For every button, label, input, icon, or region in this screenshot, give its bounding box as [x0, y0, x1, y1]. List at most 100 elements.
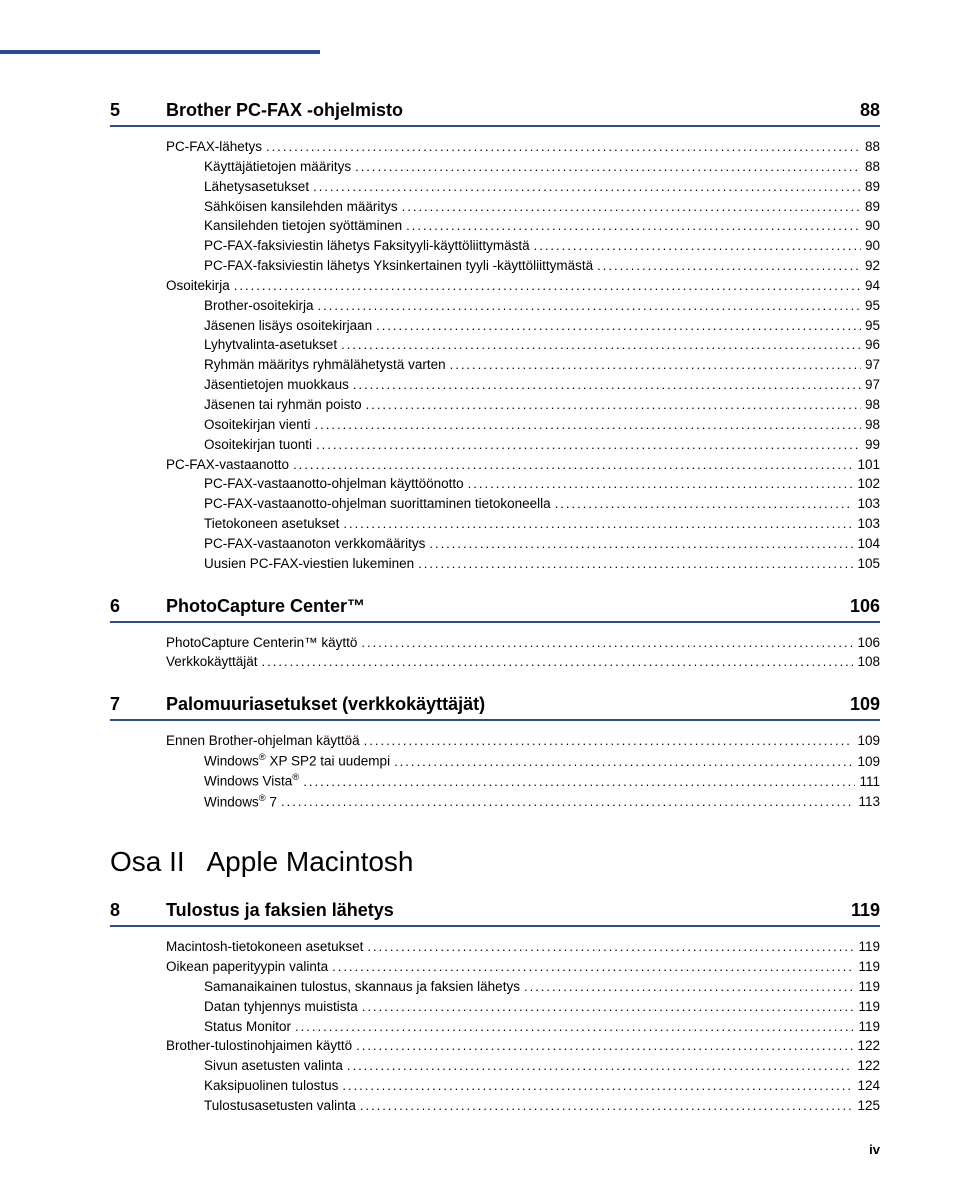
toc-entry[interactable]: Brother-tulostinohjaimen käyttö122	[110, 1036, 880, 1056]
toc-entry[interactable]: PC-FAX-faksiviestin lähetys Faksityyli-k…	[110, 236, 880, 256]
toc-entry-page: 97	[865, 355, 880, 375]
toc-leader	[597, 256, 861, 276]
toc-leader	[234, 276, 861, 296]
toc-entry-text: Datan tyhjennys muistista	[204, 997, 358, 1017]
toc-entry[interactable]: PC-FAX-vastaanotto-ohjelman käyttöönotto…	[110, 474, 880, 494]
header-accent-bar	[0, 50, 320, 54]
toc-entry[interactable]: Sähköisen kansilehden määritys 89	[110, 197, 880, 217]
toc-entry-text: Jäsenen lisäys osoitekirjaan	[204, 316, 372, 336]
toc-entry-page: 88	[865, 137, 880, 157]
toc-entry[interactable]: PhotoCapture Centerin™ käyttö106	[110, 633, 880, 653]
toc-entry[interactable]: PC-FAX-faksiviestin lähetys Yksinkertain…	[110, 256, 880, 276]
toc-entry[interactable]: Tulostusasetusten valinta 125	[110, 1096, 880, 1116]
toc-entry-page: 106	[857, 633, 880, 653]
chapter-number: 6	[110, 596, 166, 617]
toc-leader	[555, 494, 854, 514]
toc-entry[interactable]: Jäsenen tai ryhmän poisto98	[110, 395, 880, 415]
toc-entry[interactable]: Windows® 7113	[110, 792, 880, 812]
toc-entry[interactable]: Käyttäjätietojen määritys88	[110, 157, 880, 177]
toc-entry-page: 119	[858, 977, 880, 997]
toc-entry-page: 92	[865, 256, 880, 276]
toc-leader	[355, 157, 861, 177]
part-title: Apple Macintosh	[207, 846, 414, 877]
toc-entry-text: Käyttäjätietojen määritys	[204, 157, 351, 177]
toc-entry-text: Osoitekirjan tuonti	[204, 435, 312, 455]
toc-entry-text: Jäsentietojen muokkaus	[204, 375, 349, 395]
toc-entry[interactable]: Osoitekirjan vienti98	[110, 415, 880, 435]
toc-leader	[332, 957, 854, 977]
toc-entry[interactable]: Brother-osoitekirja 95	[110, 296, 880, 316]
toc-entry-page: 125	[857, 1096, 880, 1116]
toc-entry-text: Brother-osoitekirja	[204, 296, 314, 316]
toc-entry[interactable]: Ennen Brother-ohjelman käyttöä109	[110, 731, 880, 751]
toc-entry-text: Osoitekirja	[166, 276, 230, 296]
toc-entry[interactable]: Tietokoneen asetukset103	[110, 514, 880, 534]
toc-entry-text: Windows® 7	[204, 792, 277, 812]
toc-entry-page: 119	[858, 957, 880, 977]
toc-entry-page: 109	[857, 752, 880, 772]
toc-entry[interactable]: Macintosh-tietokoneen asetukset119	[110, 937, 880, 957]
toc-entry[interactable]: PC-FAX-vastaanotto-ohjelman suorittamine…	[110, 494, 880, 514]
toc-entry[interactable]: Verkkokäyttäjät 108	[110, 652, 880, 672]
toc-entry[interactable]: Ryhmän määritys ryhmälähetystä varten97	[110, 355, 880, 375]
toc-entry[interactable]: Kansilehden tietojen syöttäminen90	[110, 216, 880, 236]
toc-entry-text: Windows® XP SP2 tai uudempi	[204, 751, 390, 771]
toc-leader	[362, 997, 855, 1017]
chapter: 5Brother PC-FAX -ohjelmisto88 PC-FAX-lähe…	[110, 100, 880, 574]
toc-entry[interactable]: PC-FAX-lähetys88	[110, 137, 880, 157]
toc-entry[interactable]: Kaksipuolinen tulostus124	[110, 1076, 880, 1096]
page-number: iv	[869, 1142, 880, 1157]
toc-entry[interactable]: Osoitekirjan tuonti99	[110, 435, 880, 455]
toc-entry[interactable]: Samanaikainen tulostus, skannaus ja faks…	[110, 977, 880, 997]
toc-entry-text: PC-FAX-vastaanotto-ohjelman suorittamine…	[204, 494, 551, 514]
toc-leader	[360, 1096, 854, 1116]
toc-entry[interactable]: Sivun asetusten valinta122	[110, 1056, 880, 1076]
toc-entry-text: Jäsenen tai ryhmän poisto	[204, 395, 362, 415]
chapter-page: 88	[860, 100, 880, 121]
toc-entry-page: 95	[865, 296, 880, 316]
chapter-heading: 6PhotoCapture Center™106	[110, 596, 880, 623]
toc-entry[interactable]: Oikean paperityypin valinta119	[110, 957, 880, 977]
toc-entry[interactable]: PC-FAX-vastaanotto101	[110, 455, 880, 475]
toc-entry-text: PC-FAX-vastaanotto	[166, 455, 289, 475]
toc-entry-text: Tulostusasetusten valinta	[204, 1096, 356, 1116]
toc-entry[interactable]: Lyhytvalinta-asetukset96	[110, 335, 880, 355]
toc-entry-page: 90	[865, 236, 880, 256]
toc-entry[interactable]: Jäsenen lisäys osoitekirjaan95	[110, 316, 880, 336]
toc-entry-text: Status Monitor	[204, 1017, 291, 1037]
toc-leader	[353, 375, 861, 395]
toc-entry[interactable]: Lähetysasetukset89	[110, 177, 880, 197]
toc-entry[interactable]: Jäsentietojen muokkaus 97	[110, 375, 880, 395]
chapter: 8Tulostus ja faksien lähetys119Macintosh…	[110, 900, 880, 1116]
chapter-title: PhotoCapture Center™	[166, 596, 850, 617]
toc-entry-text: Sähköisen kansilehden määritys	[204, 197, 398, 217]
toc-entry-page: 96	[865, 335, 880, 355]
toc-leader	[450, 355, 861, 375]
toc-entry[interactable]: Windows Vista®111	[110, 771, 880, 791]
toc-entry[interactable]: Status Monitor119	[110, 1017, 880, 1037]
toc-entry-text: Verkkokäyttäjät	[166, 652, 258, 672]
toc-leader	[262, 652, 854, 672]
toc-entry-page: 97	[865, 375, 880, 395]
toc-leader	[356, 1036, 853, 1056]
toc-leader	[295, 1017, 854, 1037]
toc-entry[interactable]: Osoitekirja94	[110, 276, 880, 296]
toc-entry[interactable]: Windows® XP SP2 tai uudempi 109	[110, 751, 880, 771]
chapter: 6PhotoCapture Center™106PhotoCapture Cen…	[110, 596, 880, 673]
toc-leader	[406, 216, 861, 236]
toc-entry[interactable]: PC-FAX-vastaanoton verkkomääritys104	[110, 534, 880, 554]
toc-leader	[318, 296, 861, 316]
toc-entry-page: 105	[857, 554, 880, 574]
toc-entry[interactable]: Uusien PC-FAX-viestien lukeminen105	[110, 554, 880, 574]
chapter-page: 119	[851, 900, 880, 921]
toc-entry-page: 89	[865, 197, 880, 217]
toc-leader	[418, 554, 853, 574]
chapter-title: Palomuuriasetukset (verkkokäyttäjät)	[166, 694, 850, 715]
toc-entry[interactable]: Datan tyhjennys muistista119	[110, 997, 880, 1017]
chapter-heading: 5Brother PC-FAX -ohjelmisto88	[110, 100, 880, 127]
chapter: 7Palomuuriasetukset (verkkokäyttäjät)109…	[110, 694, 880, 812]
toc-entry-page: 108	[857, 652, 880, 672]
toc-entry-page: 104	[857, 534, 880, 554]
toc-entry-text: Sivun asetusten valinta	[204, 1056, 343, 1076]
toc-leader	[347, 1056, 854, 1076]
